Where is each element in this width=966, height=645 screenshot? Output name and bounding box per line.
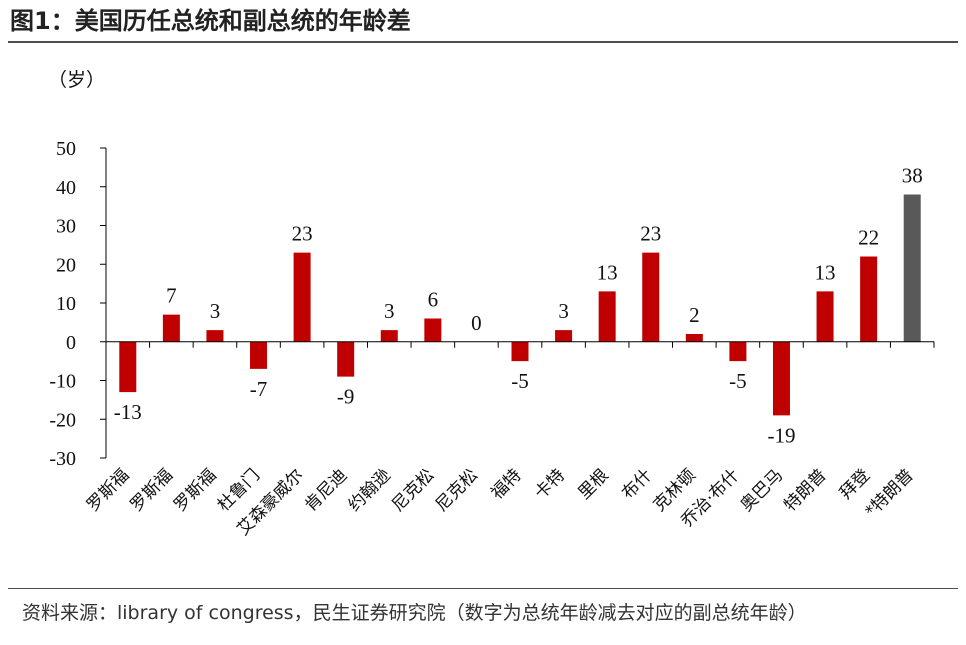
data-label: 22 <box>858 226 879 250</box>
data-label: 3 <box>558 299 569 323</box>
data-label: -7 <box>250 377 268 401</box>
y-tick-label: -30 <box>49 448 76 470</box>
x-axis-tick-marks <box>149 341 935 348</box>
y-tick-label: 30 <box>56 216 76 238</box>
bar <box>162 314 180 342</box>
y-tick-label: 50 <box>56 138 76 160</box>
data-label: 0 <box>471 311 482 335</box>
y-axis-unit-label: （岁） <box>48 69 105 91</box>
y-tick-label: 10 <box>56 293 76 315</box>
bar <box>424 318 442 342</box>
bar <box>119 341 137 393</box>
bar <box>860 256 878 342</box>
source-note: 资料来源：library of congress，民生证券研究院（数字为总统年龄… <box>22 602 807 624</box>
source-divider <box>8 588 958 589</box>
bar <box>555 330 573 342</box>
category-label: 尼克松 <box>388 465 438 515</box>
category-label: *特朗普 <box>862 465 918 521</box>
bars <box>119 194 921 416</box>
data-label: 3 <box>384 299 395 323</box>
bar <box>685 334 703 342</box>
category-label: 拜登 <box>836 465 874 503</box>
data-label: -13 <box>114 400 142 424</box>
data-label: 13 <box>815 260 836 284</box>
y-tick-label: 20 <box>56 254 76 276</box>
data-label: 38 <box>902 164 923 188</box>
data-label: -19 <box>767 423 795 447</box>
category-label: 特朗普 <box>780 465 830 515</box>
data-label: 23 <box>640 222 661 246</box>
bar <box>250 341 268 369</box>
chart-title: 图1：美国历任总统和副总统的年龄差 <box>10 7 411 35</box>
category-label: 罗斯福 <box>170 465 220 515</box>
category-label: 卡特 <box>531 465 569 503</box>
data-label: -5 <box>729 369 747 393</box>
y-axis-ticks: 50 40 30 20 10 0 -10 -20 -30 <box>49 138 106 470</box>
category-label: 布什 <box>618 465 656 503</box>
y-tick-label: 40 <box>56 177 76 199</box>
title-divider <box>8 41 958 43</box>
bar <box>380 330 398 342</box>
category-label: 尼克松 <box>432 465 482 515</box>
category-label: 罗斯福 <box>83 465 133 515</box>
bar <box>337 341 355 377</box>
bar <box>816 291 834 342</box>
data-label: -9 <box>337 385 355 409</box>
bar <box>598 291 616 342</box>
category-label: 奥巴马 <box>737 465 787 515</box>
data-labels: -13 7 3 -7 23 -9 3 6 0 -5 3 13 23 2 -5 -19 13 22 38 <box>114 164 923 448</box>
category-label: 肯尼迪 <box>301 465 351 515</box>
category-label: 福特 <box>487 465 525 503</box>
bar <box>642 252 660 342</box>
category-label: 罗斯福 <box>127 465 177 515</box>
bar <box>511 341 529 362</box>
data-label: 6 <box>428 288 439 312</box>
bar <box>293 252 311 342</box>
data-label: 23 <box>292 222 313 246</box>
bar <box>206 330 224 342</box>
bar <box>772 341 790 416</box>
y-tick-label: 0 <box>66 332 76 354</box>
data-label: -5 <box>511 369 529 393</box>
data-label: 2 <box>689 303 700 327</box>
data-label: 3 <box>210 299 221 323</box>
data-label: 7 <box>166 284 177 308</box>
data-label: 13 <box>597 260 618 284</box>
category-label: 约翰逊 <box>345 465 395 515</box>
bar <box>729 341 747 362</box>
bar <box>903 194 921 342</box>
y-tick-label: -10 <box>49 371 76 393</box>
y-tick-label: -20 <box>49 409 76 431</box>
category-label: 里根 <box>575 465 613 503</box>
